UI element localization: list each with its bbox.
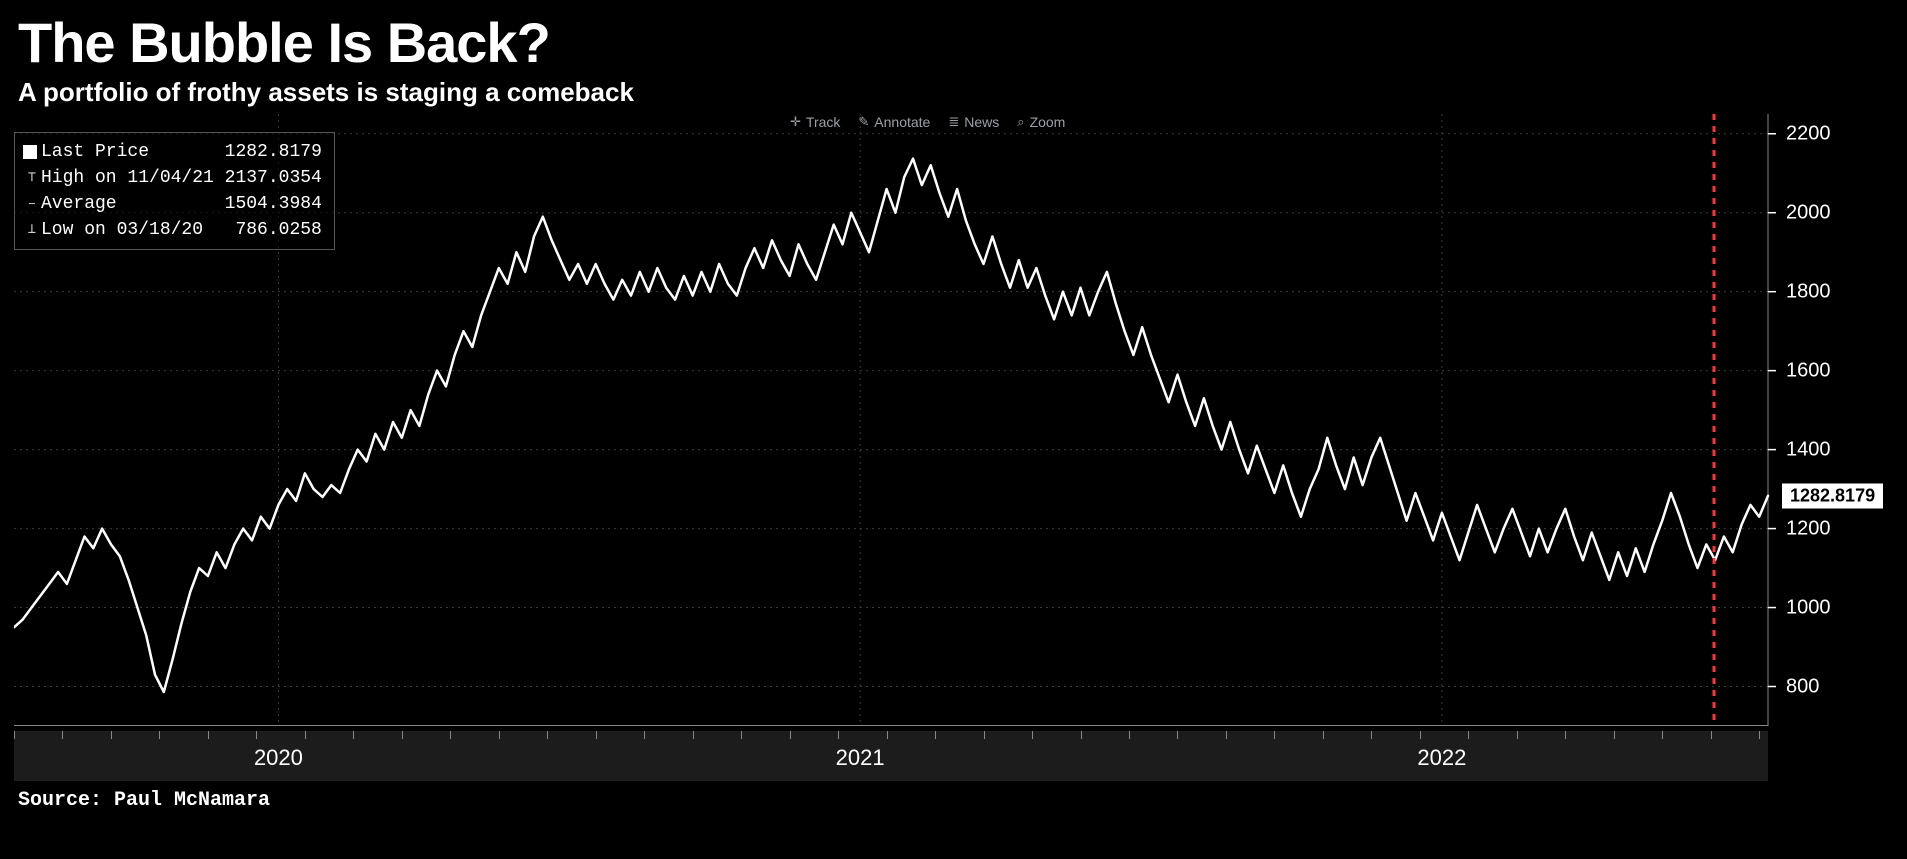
pencil-icon: ✎	[858, 114, 869, 130]
x-tick-label: 2021	[836, 745, 885, 771]
y-tick-label: 1000	[1786, 596, 1831, 619]
y-tick-label: 2200	[1786, 122, 1831, 145]
legend-average: – Average 1504.3984	[23, 191, 322, 217]
zoom-label: Zoom	[1030, 114, 1066, 130]
y-tick-label: 800	[1786, 675, 1819, 698]
track-label: Track	[806, 114, 840, 130]
chart-title: The Bubble Is Back?	[0, 0, 1907, 75]
chart-subtitle: A portfolio of frothy assets is staging …	[0, 75, 1907, 114]
legend-last-price-label: Last Price	[41, 139, 225, 165]
legend-average-value: 1504.3984	[225, 191, 322, 217]
annotate-label: Annotate	[874, 114, 930, 130]
crosshair-icon: ✛	[790, 114, 801, 130]
square-icon	[23, 145, 37, 159]
down-arrow-icon: ⊥	[23, 220, 41, 240]
dash-icon: –	[23, 194, 41, 214]
y-tick-label: 1600	[1786, 359, 1831, 382]
magnifier-icon: ⌕	[1017, 114, 1024, 130]
last-price-tag: 1282.8179	[1782, 483, 1883, 508]
annotate-button[interactable]: ✎ Annotate	[858, 114, 930, 130]
y-tick-label: 1200	[1786, 517, 1831, 540]
x-axis-band: 2020 2021 2022	[14, 731, 1768, 781]
news-button[interactable]: ≣ News	[948, 114, 999, 130]
chart-toolbar: ✛ Track ✎ Annotate ≣ News ⌕ Zoom	[790, 114, 1065, 130]
x-tick-label: 2022	[1417, 745, 1466, 771]
legend-average-label: Average	[41, 191, 225, 217]
legend-low-value: 786.0258	[225, 217, 322, 243]
legend-high: ⊤ High on 11/04/21 2137.0354	[23, 165, 322, 191]
legend-high-label: High on 11/04/21	[41, 165, 225, 191]
legend-low: ⊥ Low on 03/18/20 786.0258	[23, 217, 322, 243]
y-tick-label: 2000	[1786, 201, 1831, 224]
track-button[interactable]: ✛ Track	[790, 114, 840, 130]
up-arrow-icon: ⊤	[23, 168, 41, 188]
legend-low-label: Low on 03/18/20	[41, 217, 225, 243]
y-tick-label: 1400	[1786, 438, 1831, 461]
legend-last-price-value: 1282.8179	[225, 139, 322, 165]
y-tick-label: 1800	[1786, 280, 1831, 303]
news-icon: ≣	[948, 114, 959, 130]
source-attribution: Source: Paul McNamara	[0, 781, 1907, 812]
chart-container: ✛ Track ✎ Annotate ≣ News ⌕ Zoom Last Pr…	[0, 114, 1907, 781]
legend-last-price: Last Price 1282.8179	[23, 139, 322, 165]
news-label: News	[964, 114, 999, 130]
legend-high-value: 2137.0354	[225, 165, 322, 191]
legend-box: Last Price 1282.8179 ⊤ High on 11/04/21 …	[14, 132, 335, 250]
x-tick-label: 2020	[254, 745, 303, 771]
zoom-button[interactable]: ⌕ Zoom	[1017, 114, 1065, 130]
